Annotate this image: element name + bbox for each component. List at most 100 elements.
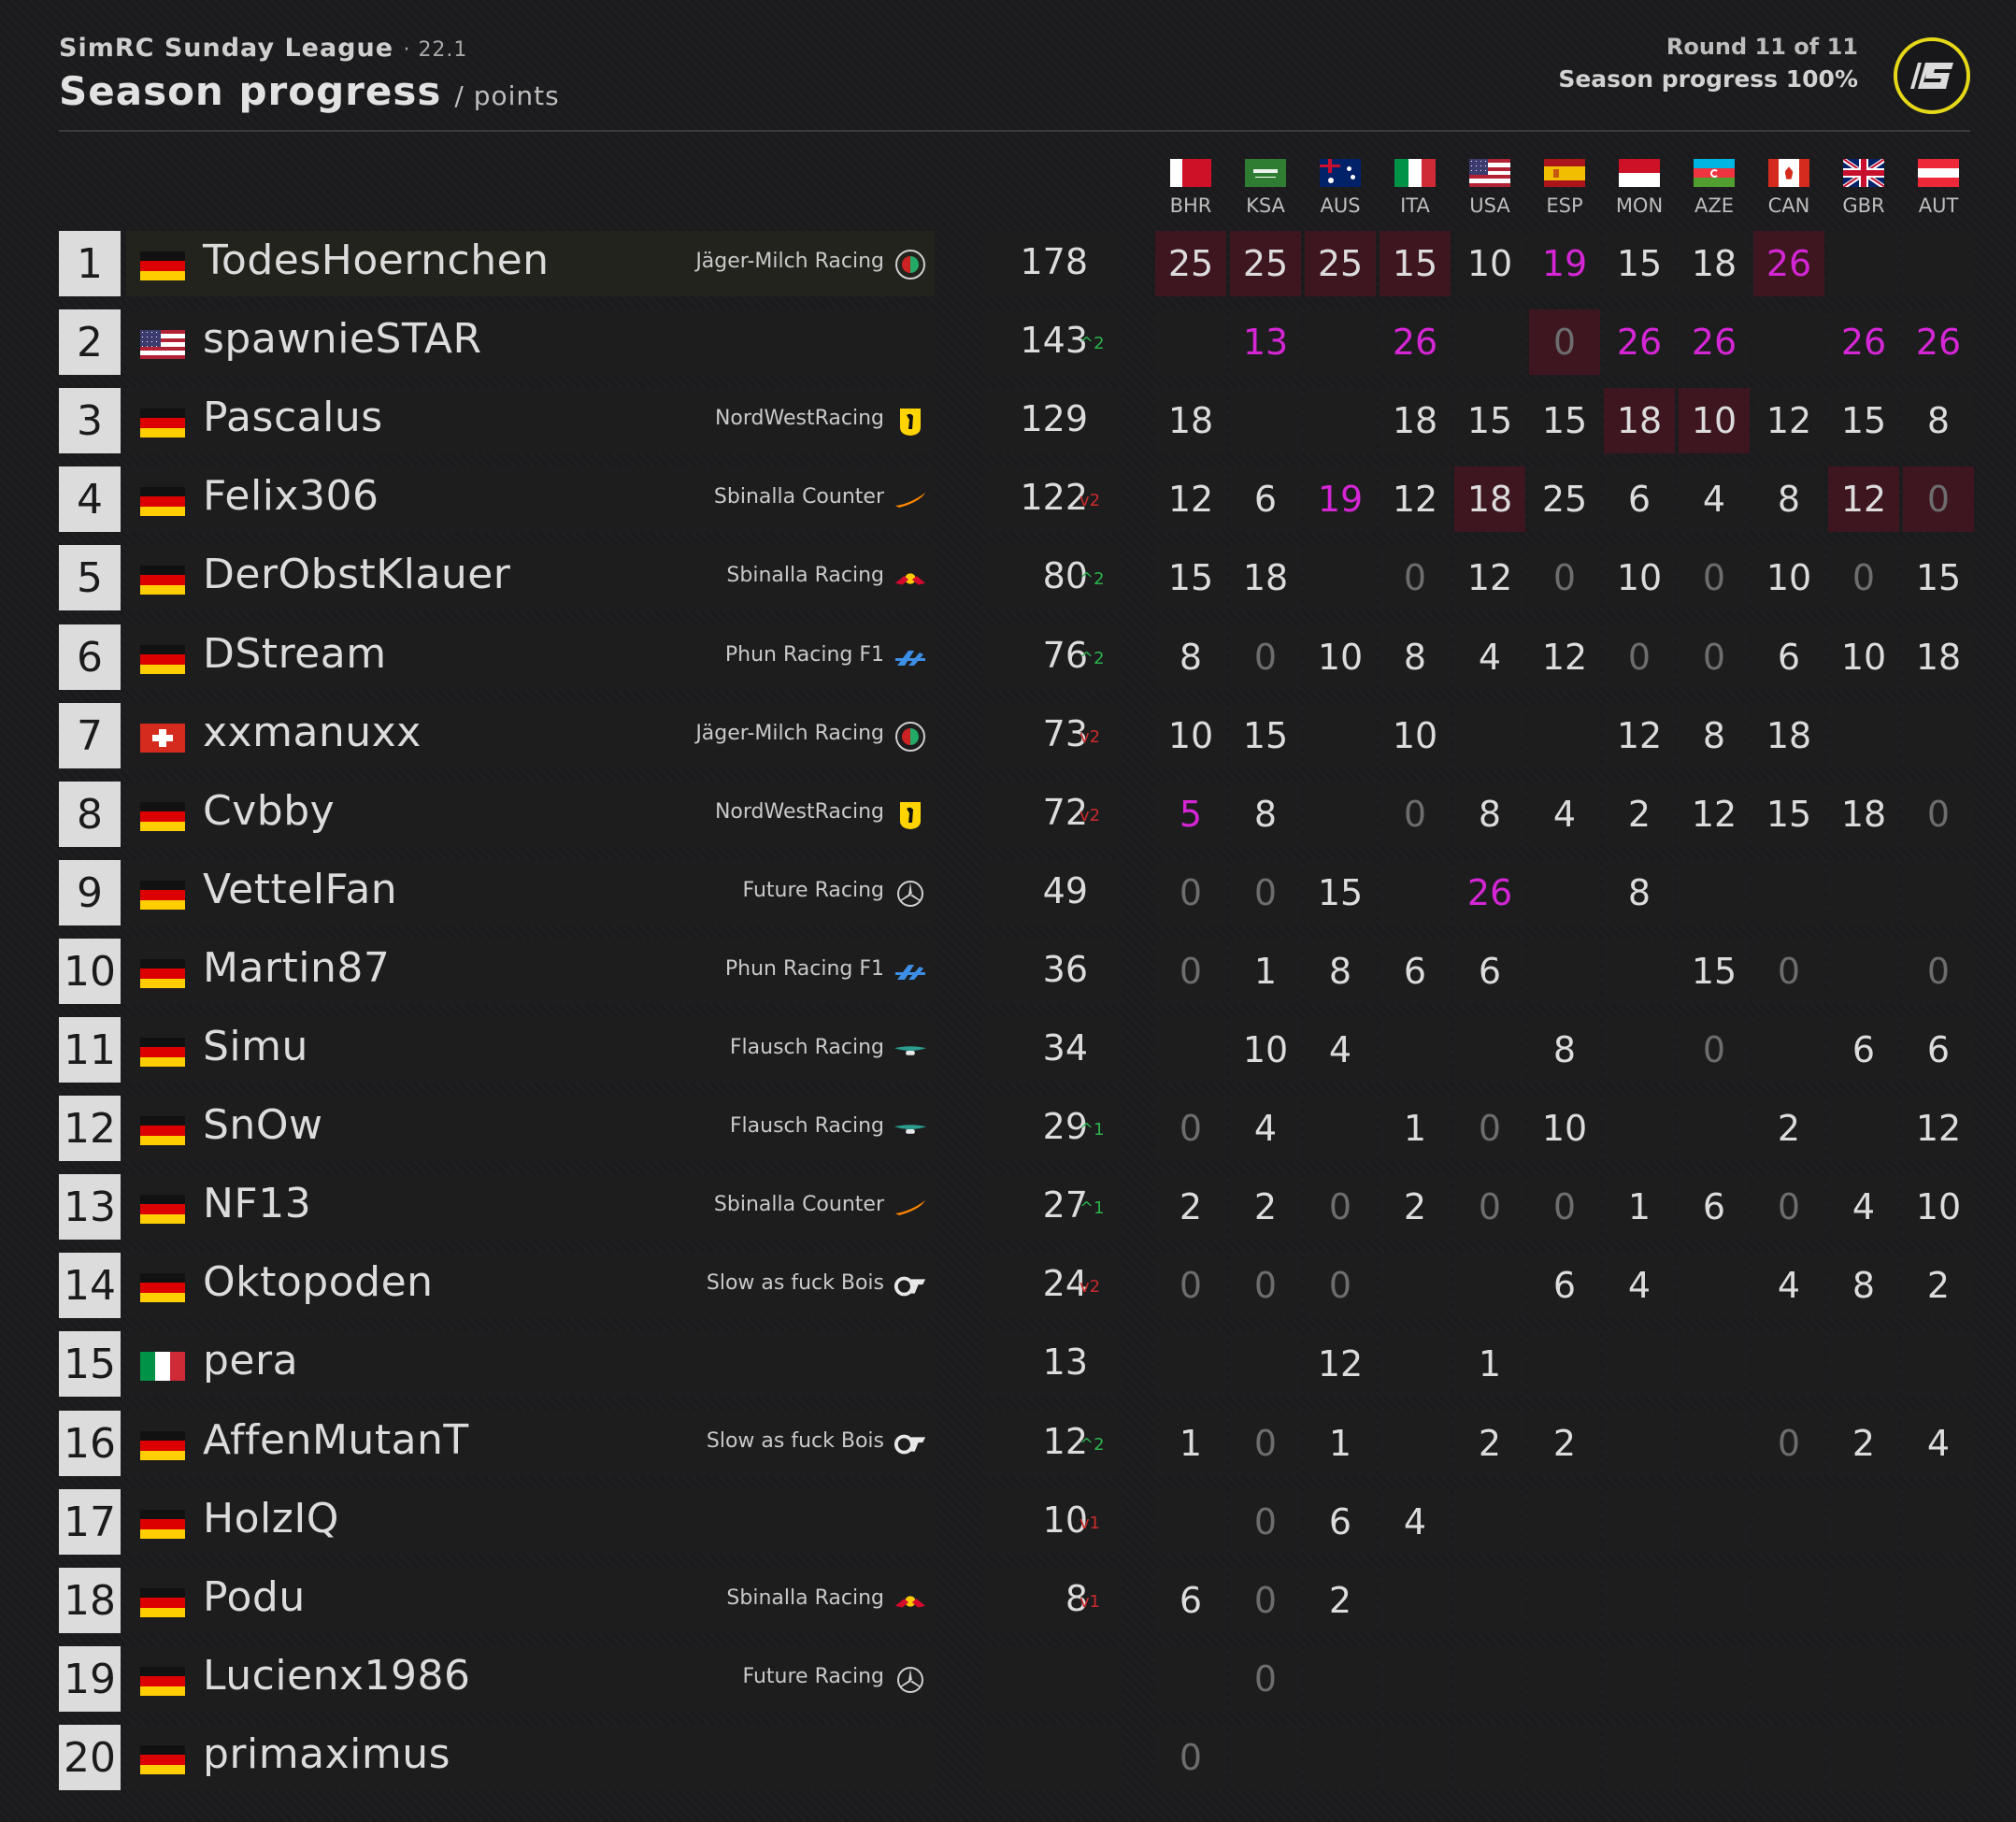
position-badge: 16 (59, 1411, 121, 1476)
race-result-aut (1903, 1646, 1974, 1712)
race-result-gbr: 12 (1828, 466, 1899, 532)
red-bull-icon (894, 562, 927, 595)
race-result-bhr: 1 (1155, 1411, 1226, 1476)
total-points: 72 (1042, 792, 1088, 833)
race-result-bhr (1155, 1489, 1226, 1555)
race-result-usa: 8 (1454, 782, 1525, 847)
race-result-ita (1380, 1568, 1451, 1633)
standings-row[interactable]: 2 spawnieSTAR 143 ^2 13 26 0 26 26 26 26 (0, 309, 2016, 380)
standings-row[interactable]: 19 Lucienx1986 Future Racing 0 (0, 1646, 2016, 1717)
driver-name: AffenMutanT (203, 1416, 469, 1464)
race-column-gbr: GBR (1826, 159, 1901, 217)
standings-row[interactable]: 6 DStream Phun Racing F1 76 ^2 8 0 10 8 4 12 0 0 6 10 1… (0, 624, 2016, 696)
standings-row[interactable]: 18 Podu Sbinalla Racing 8 v1 6 0 2 (0, 1568, 2016, 1639)
race-result-usa: 1 (1454, 1331, 1525, 1397)
standings-row[interactable]: 13 NF13 Sbinalla Counter 27 ^1 2 2 0 2 0 0 1 6 0 4 10 (0, 1174, 2016, 1245)
standings-row[interactable]: 11 Simu Flausch Racing 34 10 4 8 0 6 6 (0, 1017, 2016, 1088)
total-points: 76 (1042, 635, 1088, 676)
race-result-bhr: 10 (1155, 703, 1226, 768)
standings-row[interactable]: 5 DerObstKlauer Sbinalla Racing 80 ^2 15 18 0 12… (0, 545, 2016, 616)
ferrari-icon (894, 405, 927, 438)
position-badge: 8 (59, 782, 121, 847)
race-result-esp: 0 (1529, 309, 1600, 375)
race-code: AZE (1694, 194, 1735, 217)
header-divider (59, 130, 1970, 132)
position-change-down: v1 (1079, 1514, 1101, 1533)
driver-band (126, 1646, 935, 1712)
race-result-usa (1454, 1646, 1525, 1712)
race-result-aus: 10 (1305, 624, 1376, 690)
race-code: MON (1615, 194, 1664, 217)
driver-band (126, 1253, 935, 1318)
race-result-aut (1903, 860, 1974, 925)
driver-band (126, 1725, 935, 1790)
standings-row[interactable]: 12 SnOw Flausch Racing 29 ^1 0 4 1 0 10 2 12 (0, 1096, 2016, 1167)
race-result-aut: 8 (1903, 388, 1974, 453)
flag-italy-icon (1394, 159, 1436, 187)
race-result-mon (1604, 1331, 1675, 1397)
standings-row[interactable]: 17 HolzIQ 10 v1 0 6 4 (0, 1489, 2016, 1560)
standings-row[interactable]: 10 Martin87 Phun Racing F1 36 0 1 8 6 6 15 0 0 (0, 939, 2016, 1010)
flag-germany-icon (140, 881, 185, 910)
race-result-aus (1305, 388, 1376, 453)
driver-name: NF13 (203, 1180, 312, 1227)
standings-row[interactable]: 7 xxmanuxx Jäger-Milch Racing 73 v2 10 15 10 12 8… (0, 703, 2016, 774)
race-result-mon: 1 (1604, 1174, 1675, 1240)
standings-row[interactable]: 20 primaximus 0 (0, 1725, 2016, 1796)
standings-row[interactable]: 15 pera 13 12 1 (0, 1331, 2016, 1402)
race-result-esp: 10 (1529, 1096, 1600, 1161)
race-result-ksa: 0 (1230, 1411, 1301, 1476)
aston-martin-icon (894, 1034, 927, 1068)
team-name: Phun Racing F1 (724, 957, 884, 981)
race-result-ksa: 0 (1230, 1646, 1301, 1712)
standings-row[interactable]: 9 VettelFan Future Racing 49 0 0 15 26 8 (0, 860, 2016, 931)
race-result-esp: 25 (1529, 466, 1600, 532)
flag-saudi-arabia-icon (1245, 159, 1286, 187)
team-name: Sbinalla Racing (726, 1586, 884, 1610)
race-result-usa (1454, 309, 1525, 375)
standings-row[interactable]: 14 Oktopoden Slow as fuck Bois 24 v2 0 0 0 6 4 4 8 2 (0, 1253, 2016, 1324)
standings-row[interactable]: 16 AffenMutanT Slow as fuck Bois 12 ^2 1 0 1 2 2 0… (0, 1411, 2016, 1482)
position-badge: 3 (59, 388, 121, 453)
race-result-can (1753, 1017, 1824, 1083)
standings-row[interactable]: 8 Cvbby NordWestRacing 72 v2 5 8 0 8 4 2 12 15 18 0 (0, 782, 2016, 853)
race-result-aut: 4 (1903, 1411, 1974, 1476)
team-name: Future Racing (742, 1665, 884, 1688)
race-result-aus (1305, 1725, 1376, 1790)
race-result-can: 0 (1753, 1411, 1824, 1476)
race-column-usa: USA (1452, 159, 1527, 217)
standings-row[interactable]: 3 Pascalus NordWestRacing 129 18 18 15 15 18 10 12… (0, 388, 2016, 459)
race-result-usa (1454, 1568, 1525, 1633)
flag-germany-icon (140, 1195, 185, 1224)
team-name: Sbinalla Racing (726, 564, 884, 587)
standings-row[interactable]: 4 Felix306 Sbinalla Counter 122 v2 12 6 19 12 18 2… (0, 466, 2016, 538)
race-result-aze (1679, 1096, 1750, 1161)
position-badge: 14 (59, 1253, 121, 1318)
race-result-ksa: 2 (1230, 1174, 1301, 1240)
flag-bahrain-icon (1170, 159, 1211, 187)
total-points-band (982, 939, 1122, 1004)
race-result-ita: 10 (1380, 703, 1451, 768)
race-result-esp: 12 (1529, 624, 1600, 690)
race-result-esp (1529, 1568, 1600, 1633)
race-result-gbr: 10 (1828, 624, 1899, 690)
team-name: NordWestRacing (714, 800, 884, 824)
race-result-esp: 8 (1529, 1017, 1600, 1083)
driver-name: Martin87 (203, 944, 391, 992)
race-result-ksa (1230, 1725, 1301, 1790)
total-points: 8 (1065, 1578, 1088, 1619)
race-result-bhr: 6 (1155, 1568, 1226, 1633)
driver-name: Lucienx1986 (203, 1652, 471, 1700)
race-result-aze: 4 (1679, 466, 1750, 532)
race-result-mon: 6 (1604, 466, 1675, 532)
race-result-esp (1529, 1646, 1600, 1712)
flag-germany-icon (140, 1273, 185, 1302)
race-result-aze (1679, 860, 1750, 925)
flag-spain-icon (1544, 159, 1585, 187)
race-result-aze: 10 (1679, 388, 1750, 453)
race-result-esp (1529, 703, 1600, 768)
standings-row[interactable]: 1 TodesHoernchen Jäger-Milch Racing 178 25 25… (0, 231, 2016, 302)
race-result-aut (1903, 703, 1974, 768)
race-result-aut: 10 (1903, 1174, 1974, 1240)
position-badge: 2 (59, 309, 121, 375)
